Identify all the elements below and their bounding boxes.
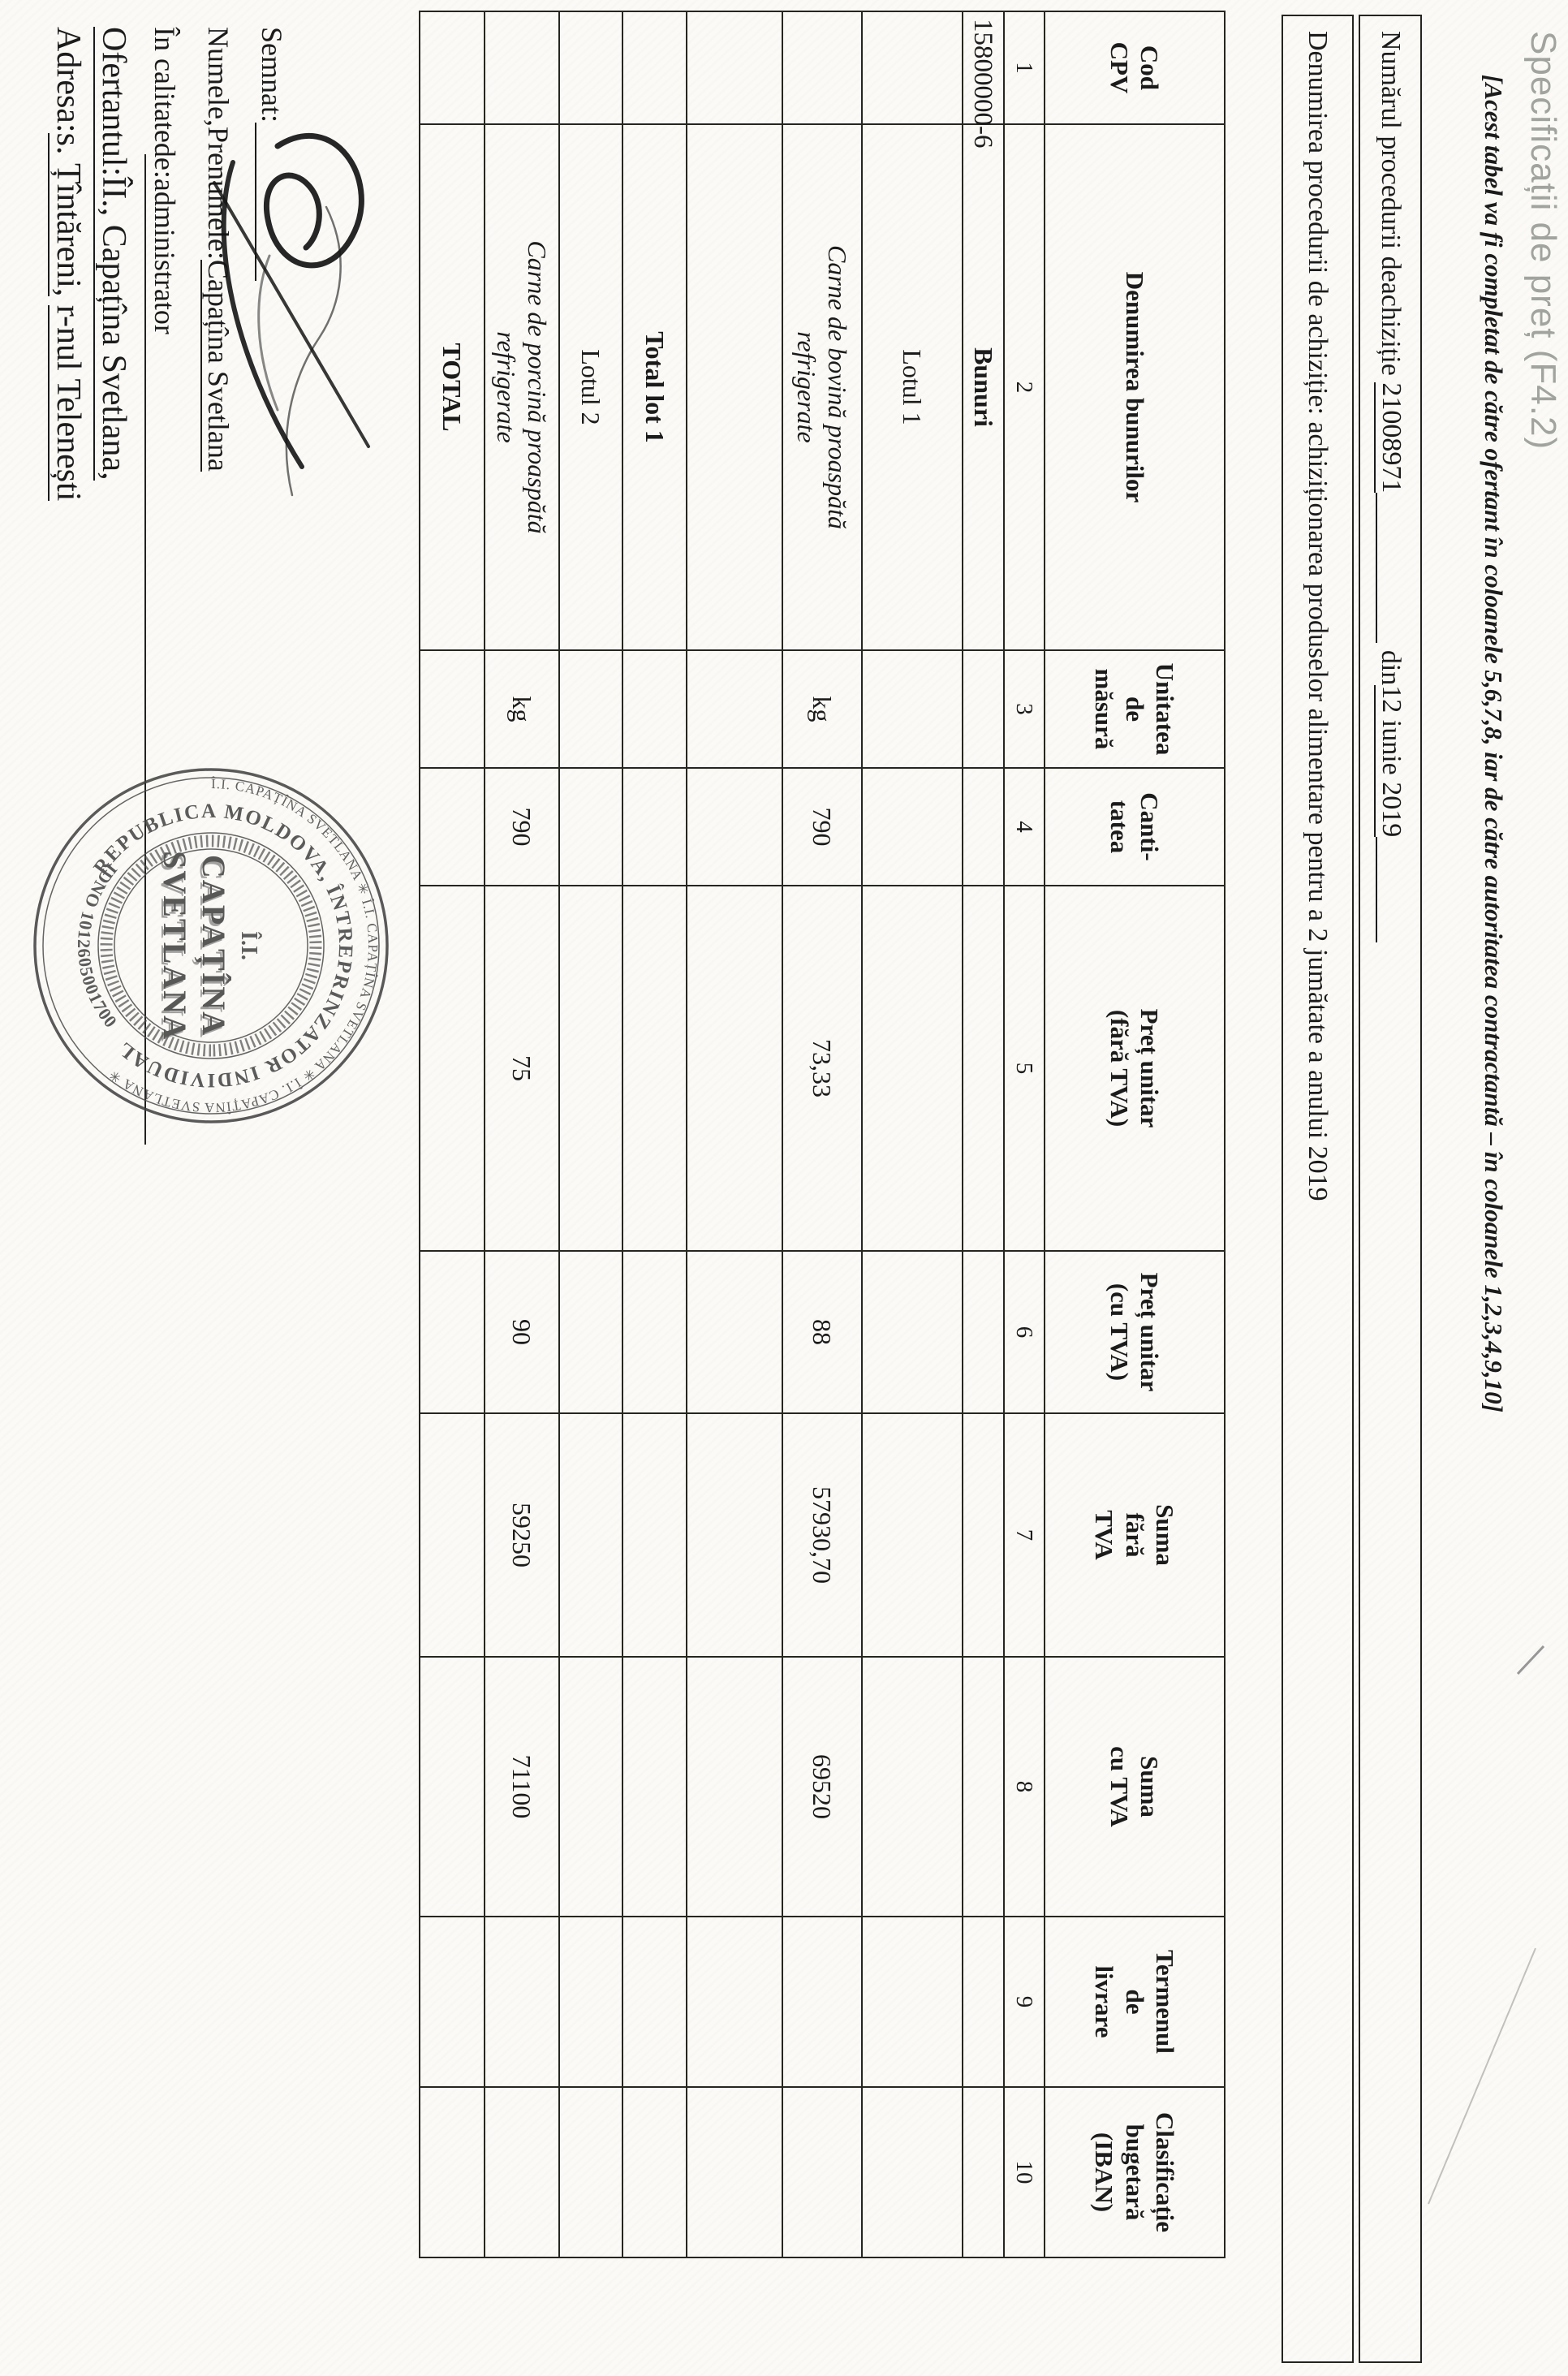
stamp-center-name1-ghost: CAPAȚÎNA <box>192 857 230 1039</box>
stamp-center-name2-ghost: SVETLANA <box>154 853 191 1043</box>
stamp-center-name: CAPAȚÎNA CAPAȚÎNA SVETLANA SVETLANA <box>154 851 232 1043</box>
stamp-outer-circle <box>33 768 389 1123</box>
stamp-center-name2: SVETLANA <box>157 851 193 1041</box>
table-cell-cpv: 15800000-6 <box>963 11 1004 149</box>
company-stamp: Î.I. CAPAȚÎNA SVETLANA ✳ Î.I. CAPAȚÎNA S… <box>24 759 398 1132</box>
stamp-hatch-inner-circle <box>114 848 308 1043</box>
stamp-outer-inner-circle <box>42 777 380 1115</box>
stamp-hatch-ring <box>100 834 322 1057</box>
cpv-code: 15800000-6 <box>968 19 997 149</box>
stamp-hatch-outer-circle <box>97 832 325 1059</box>
stamp-center-prefix: Î.I. <box>236 931 261 960</box>
handwritten-signature <box>213 132 370 497</box>
stamp-center-name1: CAPAȚÎNA <box>194 855 232 1037</box>
